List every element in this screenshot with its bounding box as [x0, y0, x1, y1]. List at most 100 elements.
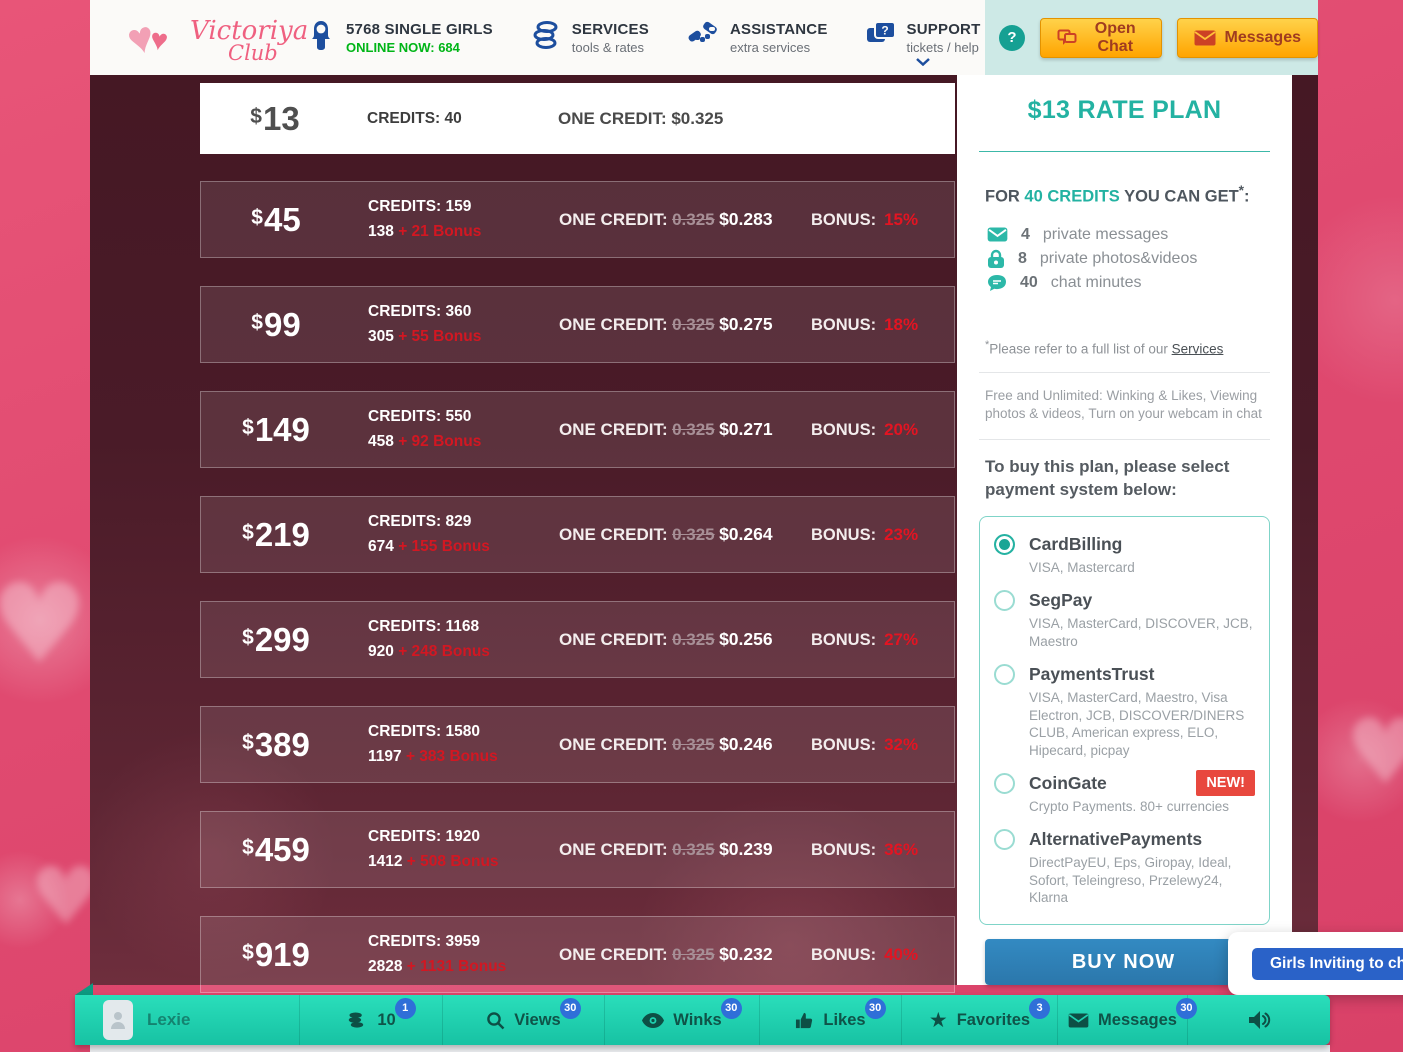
chat-user-item[interactable]: Lexie: [75, 995, 300, 1045]
payment-option-paymentstrust: PaymentsTrust VISA, MasterCard, Maestro,…: [994, 663, 1255, 760]
payment-radio-row[interactable]: CardBilling: [994, 534, 1255, 556]
payment-desc: Crypto Payments. 80+ currencies: [1029, 799, 1229, 814]
radio-icon[interactable]: [994, 663, 1015, 685]
views-item[interactable]: Views 30: [443, 995, 605, 1045]
thumbs-up-icon: [795, 1011, 814, 1030]
radio-selected-icon[interactable]: [994, 534, 1015, 556]
count-badge: 3: [1029, 997, 1051, 1019]
girls-inviting-button[interactable]: Girls Inviting to cha: [1252, 948, 1403, 980]
help-icon[interactable]: ?: [999, 24, 1025, 51]
plan-price: $459: [242, 830, 310, 868]
count-badge: 1: [394, 997, 416, 1019]
pricing-row[interactable]: $459 CREDITS: 1920 1412 + 508 Bonus ONE …: [200, 811, 955, 888]
heart-bokeh: ♥: [30, 850, 102, 943]
plan-credits: CREDITS: 550 458 + 92 Bonus: [368, 408, 482, 450]
payment-desc: DirectPayEU, Eps, Giropay, Ideal, Sofort…: [1029, 854, 1232, 906]
messages-item[interactable]: Messages 30: [1058, 995, 1197, 1045]
sound-toggle[interactable]: [1188, 995, 1330, 1045]
benefits-list: 4 private messages 8 private photos&videos…: [987, 223, 1292, 295]
pricing-row[interactable]: $99 CREDITS: 360 305 + 55 Bonus ONE CRED…: [200, 286, 955, 363]
likes-item[interactable]: Likes 30: [760, 995, 902, 1045]
plan-one-credit: ONE CREDIT: 0.325 $0.239: [559, 839, 773, 859]
free-unlimited-text: Free and Unlimited: Winking & Likes, Vie…: [985, 388, 1262, 422]
plan-price: $45: [251, 200, 301, 238]
plan-one-credit: ONE CREDIT: 0.325 $0.264: [559, 524, 773, 544]
pricing-row[interactable]: $45 CREDITS: 159 138 + 21 Bonus ONE CRED…: [200, 181, 955, 258]
benefit-item: 8 private photos&videos: [987, 247, 1292, 271]
pricing-row[interactable]: $149 CREDITS: 550 458 + 92 Bonus ONE CRE…: [200, 391, 955, 468]
payment-radio-row[interactable]: SegPay: [994, 590, 1255, 612]
pricing-row[interactable]: $299 CREDITS: 1168 920 + 248 Bonus ONE C…: [200, 601, 955, 678]
payment-radio-row[interactable]: PaymentsTrust: [994, 663, 1255, 685]
plan-price: $219: [242, 515, 310, 553]
plan-bonus: BONUS: 36%: [811, 839, 919, 859]
credits-balance-item[interactable]: 10 1: [300, 995, 443, 1045]
favorites-item[interactable]: ★ Favorites 3: [902, 995, 1058, 1045]
heart-bokeh: ♥: [0, 560, 89, 688]
page-bottom-strip: [90, 1045, 1330, 1052]
plan-price: $919: [242, 935, 310, 973]
logo-text-line2: Club: [228, 41, 278, 65]
plan-bonus: BONUS: 23%: [811, 524, 919, 544]
buy-now-button[interactable]: BUY NOW: [985, 939, 1262, 985]
nav-text: 5768 SINGLE GIRLS ONLINE NOW: 684: [346, 20, 493, 55]
site-logo[interactable]: ♥ ♥ Victoriya Club: [122, 8, 308, 68]
plan-credits: CREDITS: 360 305 + 55 Bonus: [368, 303, 482, 345]
pricing-row[interactable]: $389 CREDITS: 1580 1197 + 383 Bonus ONE …: [200, 706, 955, 783]
plan-credits: CREDITS: 159 138 + 21 Bonus: [368, 198, 482, 240]
plan-credits: CREDITS: 1168 920 + 248 Bonus: [368, 618, 490, 660]
star-icon: ★: [928, 1008, 948, 1032]
messages-button[interactable]: Messages: [1176, 17, 1318, 58]
pricing-rows: $13 CREDITS: 40 ONE CREDIT: $0.325 $45 C…: [200, 83, 955, 1021]
rate-plan-title: $13 RATE PLAN: [1027, 96, 1222, 124]
plan-credits: CREDITS: 40: [367, 109, 462, 127]
coins-icon: [346, 1011, 368, 1029]
winks-item[interactable]: Winks 30: [605, 995, 760, 1045]
support-ticket-icon: ?: [865, 20, 897, 55]
open-chat-label: Open Chat: [1094, 19, 1136, 55]
plan-one-credit: ONE CREDIT: 0.325 $0.283: [559, 209, 773, 229]
plan-one-credit: ONE CREDIT: 0.325 $0.246: [559, 734, 773, 754]
magnifier-icon: [486, 1011, 505, 1030]
plan-credits: CREDITS: 1920 1412 + 508 Bonus: [368, 828, 499, 870]
chevron-down-icon[interactable]: [915, 53, 930, 71]
pricing-row[interactable]: $919 CREDITS: 3959 2828 + 1131 Bonus ONE…: [200, 916, 955, 993]
payment-radio-row[interactable]: CoinGate: [994, 773, 1255, 794]
payment-desc: VISA, Mastercard: [1029, 560, 1135, 576]
plan-price: $389: [242, 725, 310, 763]
count-badge: 30: [559, 997, 581, 1019]
select-payment-text: To buy this plan, please select payment …: [985, 457, 1230, 500]
chat-bubble-icon: [987, 274, 1007, 292]
header-actions: ? Open Chat Messages: [985, 0, 1318, 75]
plan-price: $99: [251, 305, 301, 343]
pricing-row[interactable]: $219 CREDITS: 829 674 + 155 Bonus ONE CR…: [200, 496, 955, 573]
payment-option-cardbilling: CardBilling VISA, Mastercard: [994, 534, 1255, 577]
nav-text: SERVICES tools & rates: [571, 20, 649, 55]
invite-popup: Girls Inviting to cha: [1228, 932, 1403, 995]
radio-icon[interactable]: [994, 773, 1015, 794]
plan-bonus: BONUS: 27%: [811, 629, 919, 649]
radio-icon[interactable]: [994, 590, 1015, 612]
nav-assistance[interactable]: ASSISTANCE extra services: [686, 20, 828, 55]
nav-single-girls[interactable]: 5768 SINGLE GIRLS ONLINE NOW: 684: [306, 19, 493, 56]
services-link[interactable]: Services: [1171, 341, 1224, 356]
nav-services[interactable]: SERVICES tools & rates: [530, 19, 649, 56]
open-chat-button[interactable]: Open Chat: [1040, 17, 1162, 58]
payment-option-alternativepayments: AlternativePayments DirectPayEU, Eps, Gi…: [994, 828, 1255, 907]
header: ♥ ♥ Victoriya Club 5768 SINGLE GIRLS ONL…: [90, 0, 1318, 75]
plan-one-credit: ONE CREDIT: 0.325 $0.232: [559, 944, 773, 964]
envelope-icon: [1068, 1012, 1089, 1028]
bottom-bar: Lexie 10 1 Views 30 Winks 30 Likes 30 ★ Favo…: [75, 995, 1330, 1045]
coins-icon: [530, 19, 562, 56]
payment-radio-row[interactable]: AlternativePayments: [994, 828, 1255, 850]
nav-support[interactable]: ? SUPPORT tickets / help: [865, 20, 981, 67]
radio-icon[interactable]: [994, 828, 1015, 850]
payment-desc: VISA, MasterCard, Maestro, Visa Electron…: [1029, 689, 1245, 759]
speaker-icon: [1247, 1009, 1271, 1031]
new-badge: NEW!: [1196, 770, 1255, 796]
benefit-item: 40 chat minutes: [987, 271, 1292, 295]
nav-text: SUPPORT tickets / help: [906, 20, 981, 55]
pricing-panel: $13 CREDITS: 40 ONE CREDIT: $0.325 $45 C…: [90, 75, 1318, 993]
main-nav: 5768 SINGLE GIRLS ONLINE NOW: 684 SERVIC…: [306, 0, 980, 75]
pricing-row-selected[interactable]: $13 CREDITS: 40 ONE CREDIT: $0.325: [200, 83, 955, 154]
